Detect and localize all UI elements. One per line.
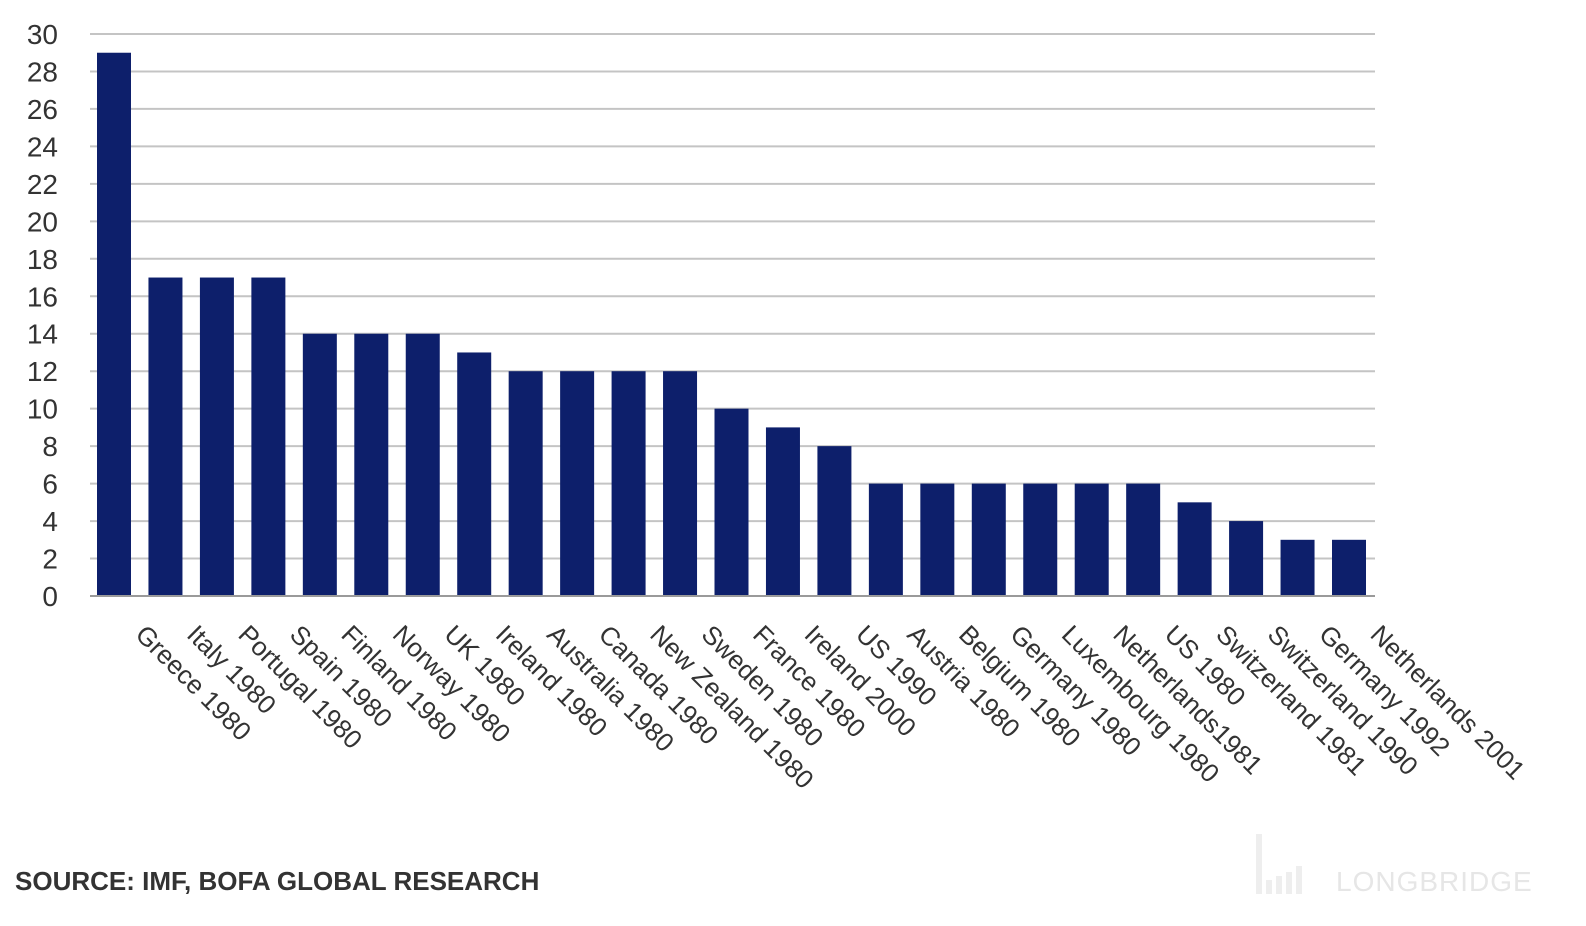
bar [1126, 483, 1161, 596]
bar [920, 483, 955, 596]
y-tick-label: 0 [42, 581, 58, 612]
y-tick-label: 8 [42, 431, 58, 462]
bars [97, 52, 1366, 596]
bar [302, 333, 337, 596]
bar [817, 446, 852, 596]
bar [714, 408, 749, 596]
y-tick-label: 10 [27, 394, 58, 425]
bar [354, 333, 389, 596]
y-tick-label: 4 [42, 506, 58, 537]
y-tick-label: 18 [27, 244, 58, 275]
bar [765, 427, 800, 596]
y-tick-label: 20 [27, 206, 58, 237]
y-tick-label: 2 [42, 544, 58, 575]
bar [1280, 539, 1315, 596]
y-tick-label: 30 [27, 19, 58, 50]
y-tick-label: 14 [27, 319, 58, 350]
bar [148, 277, 183, 596]
y-tick-label: 24 [27, 131, 58, 162]
bar [1177, 502, 1212, 596]
bar [457, 352, 492, 596]
y-tick-label: 16 [27, 281, 58, 312]
bar [1332, 539, 1366, 596]
watermark-text: LONGBRIDGE [1336, 866, 1533, 897]
y-tick-label: 12 [27, 356, 58, 387]
longbridge-watermark: LONGBRIDGE [1250, 832, 1550, 897]
y-tick-label: 22 [27, 169, 58, 200]
source-note: SOURCE: IMF, BOFA GLOBAL RESEARCH [15, 866, 540, 896]
bar [199, 277, 234, 596]
bar [1229, 521, 1264, 596]
bar [560, 371, 595, 596]
y-tick-label: 6 [42, 469, 58, 500]
bar [868, 483, 903, 596]
bar [611, 371, 646, 596]
bar [97, 52, 131, 596]
bar [1074, 483, 1109, 596]
bar [251, 277, 286, 596]
y-tick-label: 26 [27, 94, 58, 125]
y-tick-label: 28 [27, 56, 58, 87]
bar [405, 333, 440, 596]
longbridge-logo-icon [1256, 834, 1302, 894]
bar [1023, 483, 1058, 596]
bar [663, 371, 698, 596]
bar [971, 483, 1006, 596]
bar [508, 371, 543, 596]
